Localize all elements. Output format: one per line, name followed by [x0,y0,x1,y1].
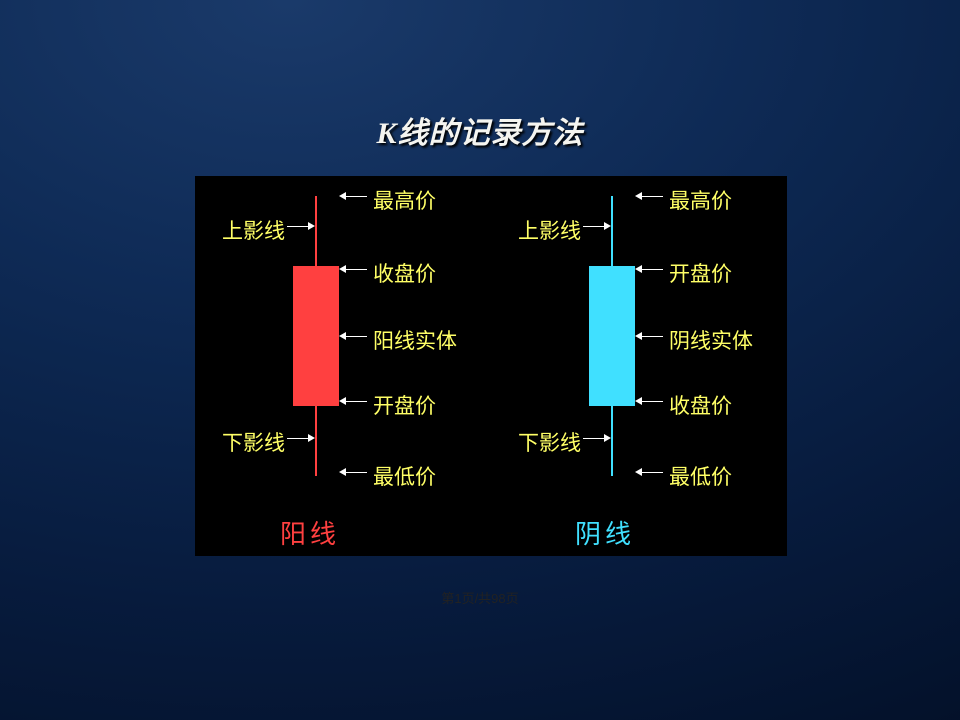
slide: K线的记录方法 最高价收盘价阳线实体开盘价最低价上影线下影线阳线最高价开盘价阴线… [0,0,960,720]
kline-diagram: 最高价收盘价阳线实体开盘价最低价上影线下影线阳线最高价开盘价阴线实体收盘价最低价… [195,176,787,556]
label-阴线实体: 阴线实体 [669,325,753,355]
arrow-stem [583,438,605,439]
arrow-head-icon [339,397,346,405]
candle-yin: 最高价开盘价阴线实体收盘价最低价 上影线下影线 [491,176,787,516]
caption-yin: 阴线 [575,514,635,551]
label-阳线实体: 阳线实体 [373,325,457,355]
label-开盘价: 开盘价 [373,390,436,420]
label-最高价: 最高价 [669,185,732,215]
arrow-head-icon [339,468,346,476]
page-indicator: 第1页/共98页 [0,588,960,607]
arrow-head-icon [635,192,642,200]
slide-title: K线的记录方法 [0,108,960,152]
label-最低价: 最低价 [373,461,436,491]
label-下影线: 下影线 [518,427,581,457]
candle-yang: 最高价收盘价阳线实体开盘价最低价 上影线下影线 [195,176,491,516]
arrow-stem [345,472,367,473]
arrow-head-icon [308,222,315,230]
arrow-head-icon [635,397,642,405]
label-开盘价: 开盘价 [669,258,732,288]
arrow-stem [641,336,663,337]
title-text: K线的记录方法 [376,117,583,150]
label-上影线: 上影线 [222,215,285,245]
arrow-head-icon [308,434,315,442]
arrow-head-icon [635,468,642,476]
arrow-head-icon [604,222,611,230]
candle-body [589,266,635,406]
arrow-stem [287,438,309,439]
arrow-head-icon [635,332,642,340]
label-下影线: 下影线 [222,427,285,457]
label-上影线: 上影线 [518,215,581,245]
caption-yang: 阳线 [280,514,340,551]
arrow-stem [345,196,367,197]
arrow-stem [345,401,367,402]
arrow-stem [641,196,663,197]
arrow-head-icon [604,434,611,442]
arrow-head-icon [339,332,346,340]
candle-body [293,266,339,406]
arrow-head-icon [339,192,346,200]
arrow-head-icon [635,265,642,273]
arrow-stem [345,269,367,270]
arrow-stem [641,269,663,270]
arrow-stem [287,226,309,227]
arrow-stem [641,472,663,473]
label-收盘价: 收盘价 [373,258,436,288]
label-收盘价: 收盘价 [669,390,732,420]
label-最低价: 最低价 [669,461,732,491]
arrow-stem [641,401,663,402]
arrow-head-icon [339,265,346,273]
label-最高价: 最高价 [373,185,436,215]
arrow-stem [345,336,367,337]
arrow-stem [583,226,605,227]
